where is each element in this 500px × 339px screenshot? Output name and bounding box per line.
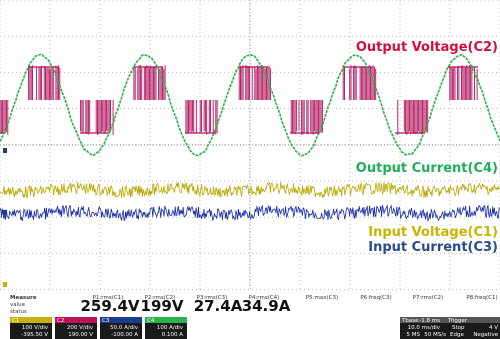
measure-row: status xyxy=(10,309,27,315)
trace-label: Output Voltage(C2) xyxy=(356,40,498,55)
trace-label: Input Voltage(C1) xyxy=(368,225,498,240)
channel-name: C4 xyxy=(147,318,155,324)
channel-offset: 190.00 V xyxy=(68,332,93,338)
param-header: P8:freq(C1) xyxy=(466,295,497,301)
channel-name: C1 xyxy=(12,318,19,324)
param-value: 199V xyxy=(141,297,184,315)
channel-name: C3 xyxy=(102,318,110,324)
channel-offset: -100.00 A xyxy=(111,332,138,338)
channel-name: C2 xyxy=(57,318,64,324)
timebase-mode: Stop xyxy=(452,325,465,331)
timebase-samples: 5 MS xyxy=(407,332,421,338)
timebase-level: 4 V xyxy=(489,325,498,331)
timebase-slope: Negative xyxy=(473,332,498,338)
param-header: P6:freq(C3) xyxy=(360,295,391,301)
param-header: P5:max(C3) xyxy=(306,295,338,301)
timebase-type: Edge xyxy=(450,332,464,338)
param-value: 34.9A xyxy=(242,297,291,315)
trace-label: Input Current(C3) xyxy=(368,240,498,255)
channel-scale: 50.0 A/div xyxy=(110,325,139,331)
channel-marker xyxy=(3,210,7,215)
timebase-rate: 50 MS/s xyxy=(424,332,446,338)
channel-scale: 100 A/div xyxy=(157,325,184,331)
channel-scale: 100 V/div xyxy=(22,325,49,331)
channel-scale: 200 V/div xyxy=(67,325,94,331)
timebase-delay: -1.8 ms xyxy=(419,318,440,324)
channel-offset: -395.50 V xyxy=(21,332,48,338)
measure-title: Measure xyxy=(10,295,37,301)
timebase-trigger: Trigger xyxy=(447,318,468,324)
timebase-div: 10.0 ms/div xyxy=(408,325,441,331)
param-value: 27.4A xyxy=(194,297,243,315)
timebase-label: Tbase xyxy=(401,318,419,324)
channel-marker xyxy=(3,148,7,153)
timebase-box: Tbase-1.8 ms Trigger 10.0 ms/div Stop 4 V 5 M… xyxy=(400,317,500,339)
measure-row: value xyxy=(10,302,26,308)
channel-marker xyxy=(3,282,7,287)
param-header: P7:rms(C2) xyxy=(413,295,444,301)
param-value: 259.4V xyxy=(80,297,139,315)
oscilloscope-screen: Output Voltage(C2) Output Current(C4) In… xyxy=(0,0,500,339)
channel-offset: 0.100 A xyxy=(162,332,183,338)
trace-label: Output Current(C4) xyxy=(356,161,498,176)
